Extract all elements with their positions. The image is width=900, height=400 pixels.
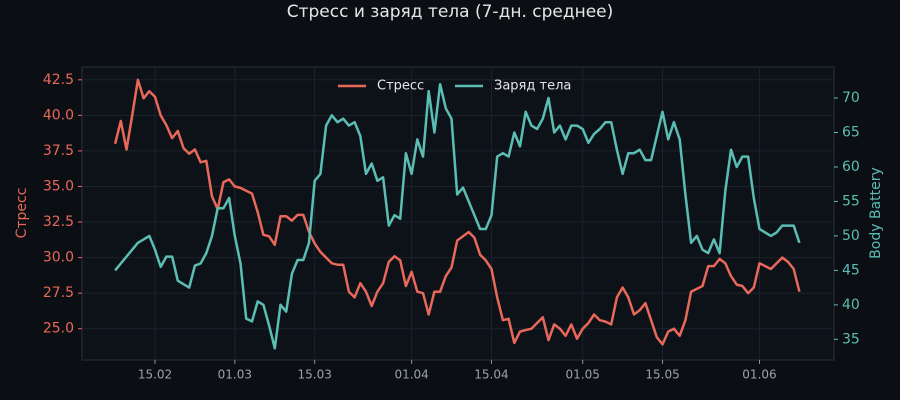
y2-tick-label: 55 <box>842 193 860 209</box>
x-tick-label: 15.03 <box>298 368 332 382</box>
y-tick-label: 42.5 <box>43 72 74 88</box>
x-tick-label: 01.03 <box>218 368 252 382</box>
y-tick-label: 37.5 <box>43 143 74 159</box>
y-tick-label: 30.0 <box>43 250 74 266</box>
y-tick-label: 27.5 <box>43 285 74 301</box>
y2-tick-label: 65 <box>842 124 860 140</box>
y2-tick-label: 45 <box>842 262 860 278</box>
x-tick-label: 15.02 <box>138 368 172 382</box>
y-axis-label: Стресс <box>14 188 30 239</box>
y2-tick-label: 50 <box>842 228 860 244</box>
chart-title: Стресс и заряд тела (7-дн. среднее) <box>287 2 614 22</box>
x-tick-label: 15.04 <box>474 368 508 382</box>
legend-label: Заряд тела <box>494 79 571 94</box>
x-tick-label: 01.05 <box>566 368 600 382</box>
y2-tick-label: 70 <box>842 90 860 106</box>
x-tick-label: 15.05 <box>645 368 679 382</box>
y2-axis-label: Body Battery <box>868 167 884 259</box>
plot-area <box>81 66 835 361</box>
legend-label: Стресс <box>377 79 424 94</box>
x-tick-label: 01.04 <box>394 368 428 382</box>
series-line <box>114 82 801 350</box>
y2-tick-label: 35 <box>842 331 860 347</box>
y2-tick-label: 40 <box>842 297 860 313</box>
y-tick-label: 40.0 <box>43 107 74 123</box>
y-tick-label: 35.0 <box>43 178 74 194</box>
x-tick-label: 01.06 <box>742 368 776 382</box>
series-line <box>113 78 801 346</box>
y-tick-label: 32.5 <box>43 214 74 230</box>
y-tick-label: 25.0 <box>43 321 74 337</box>
y2-tick-label: 60 <box>842 159 860 175</box>
